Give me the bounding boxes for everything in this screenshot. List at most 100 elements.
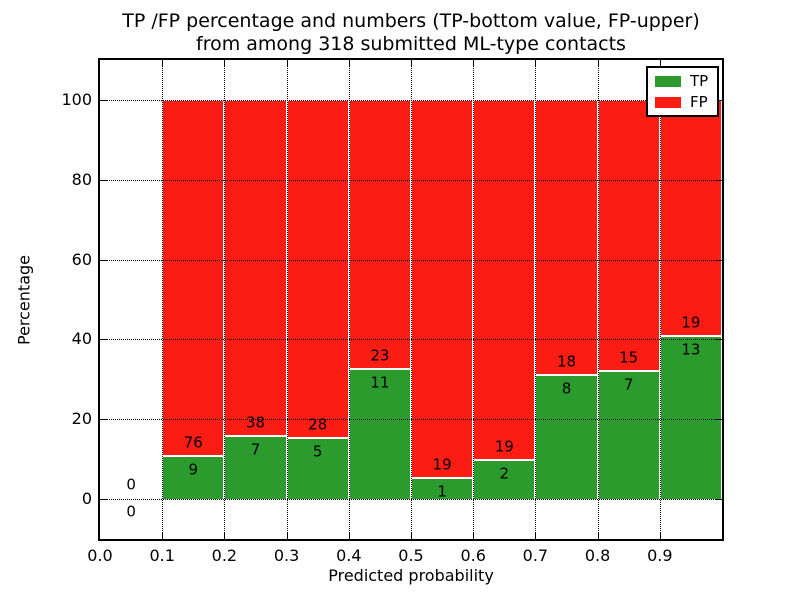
tick-mark-left-80: [100, 179, 107, 181]
gridline-y-20: [100, 419, 722, 421]
tick-mark-bottom-0.8: [597, 532, 599, 539]
bar-fp-segment-6: [474, 99, 535, 462]
x-tick-label-0.7: 0.7: [522, 546, 549, 565]
tick-mark-left-40: [100, 339, 107, 341]
tick-mark-top-0.9: [659, 60, 661, 67]
x-axis-label: Predicted probability: [328, 566, 494, 585]
tick-mark-top-0.7: [535, 60, 537, 67]
bar-tp-segment-7: [536, 376, 597, 500]
tick-mark-right-60: [715, 259, 722, 261]
bar-fp-segment-8: [598, 99, 659, 373]
gridline-x-0.9: [659, 60, 661, 539]
y-tick-label-0: 0: [81, 489, 92, 509]
bar-tp-count-label-3: 5: [312, 442, 323, 461]
bar-tp-segment-6: [474, 461, 535, 500]
legend-swatch-fp: [655, 96, 681, 108]
tick-mark-left-60: [100, 259, 107, 261]
y-tick-label-100: 100: [61, 89, 92, 109]
gridline-x-0.2: [224, 60, 226, 539]
bar-fp-count-label-6: 19: [494, 437, 514, 456]
bar-tp-segment-3: [287, 438, 348, 500]
gridline-x-0.3: [286, 60, 288, 539]
bar-tp-segment-1: [163, 456, 224, 500]
tick-mark-right-80: [715, 179, 722, 181]
tick-mark-top-0.3: [286, 60, 288, 67]
bar-tp-count-label-9: 13: [681, 340, 701, 359]
bar-tp-count-label-5: 1: [437, 482, 447, 501]
bar-tp-count-label-6: 2: [499, 464, 510, 483]
bar-tp-count-label-2: 7: [250, 440, 261, 459]
x-tick-label-0.5: 0.5: [398, 546, 424, 565]
tick-mark-bottom-0.3: [286, 532, 288, 539]
chart-title-line1: TP /FP percentage and numbers (TP-bottom…: [122, 10, 700, 32]
bar-fp-count-label-1: 76: [183, 433, 203, 452]
x-tick-label-0.3: 0.3: [273, 546, 300, 565]
tick-mark-top-0.8: [597, 60, 599, 67]
tick-mark-right-20: [715, 419, 722, 421]
bar-fp-count-label-4: 23: [370, 346, 390, 365]
bar-tp-count-label-8: 7: [623, 375, 634, 394]
gridline-y-60: [100, 259, 722, 261]
tick-mark-bottom-0.4: [348, 532, 350, 539]
x-tick-label-0.4: 0.4: [336, 546, 362, 565]
tick-mark-top-0.6: [473, 60, 475, 67]
tick-mark-top-0.4: [348, 60, 350, 67]
bar-fp-segment-4: [349, 99, 410, 370]
x-tick-label-0.0: 0.0: [87, 546, 113, 565]
bar-tp-count-label-4: 11: [370, 373, 390, 392]
bar-fp-count-label-9: 19: [681, 313, 701, 332]
bar-tp-count-label-1: 9: [188, 460, 199, 479]
x-tick-label-0.2: 0.2: [211, 546, 238, 565]
tick-mark-left-100: [100, 99, 107, 101]
gridline-y-40: [100, 339, 722, 341]
legend-row-tp: TP: [655, 73, 708, 89]
bar-fp-segment-3: [287, 99, 348, 439]
bar-tp-count-label-0: 0: [126, 502, 136, 521]
gridline-y-0: [100, 499, 722, 501]
x-tick-label-0.6: 0.6: [460, 546, 486, 565]
bar-tp-count-label-7: 8: [561, 379, 572, 398]
gridline-y-80: [100, 179, 722, 181]
bar-fp-segment-7: [536, 99, 597, 377]
bar-fp-count-label-5: 19: [432, 455, 452, 474]
tick-mark-right-40: [715, 339, 722, 341]
bar-tp-segment-5: [412, 479, 473, 500]
y-tick-label-80: 80: [71, 169, 92, 189]
bar-fp-segment-1: [163, 99, 224, 457]
tick-mark-bottom-0.9: [659, 532, 661, 539]
legend-swatch-tp: [655, 75, 681, 87]
plot-area: 0 0 76 9 38 7 28 5 23 11 19 1 19 2 18 8 15 7 19 13 0.0 0.1 0.2…: [61, 58, 724, 565]
x-tick-label-0.9: 0.9: [647, 546, 673, 565]
tick-mark-top-0.2: [224, 60, 226, 67]
tick-mark-bottom-0.2: [224, 532, 226, 539]
x-tick-label-0.8: 0.8: [584, 546, 611, 565]
gridline-x-0.4: [348, 60, 350, 539]
tick-mark-left-0: [100, 499, 107, 501]
legend: TP FP: [646, 66, 720, 117]
gridline-x-0.1: [162, 60, 164, 539]
tick-mark-top-0.1: [162, 60, 164, 67]
gridline-x-0.8: [597, 60, 599, 539]
bar-tp-segment-9: [660, 336, 721, 500]
tick-mark-bottom-0.5: [411, 532, 412, 539]
bar-fp-count-label-8: 15: [619, 348, 639, 367]
legend-row-fp: FP: [655, 94, 708, 110]
tick-mark-right-0: [715, 499, 722, 501]
tick-mark-top-0.5: [411, 60, 412, 67]
bar-tp-segment-2: [225, 436, 286, 500]
tick-mark-bottom-0.1: [162, 532, 164, 539]
y-axis-label: Percentage: [14, 254, 34, 346]
bar-tp-segment-8: [598, 372, 659, 500]
chart-title-line2: from among 318 submitted ML-type contact…: [196, 33, 626, 55]
tick-mark-bottom-0.7: [535, 532, 537, 539]
bar-fp-segment-9: [660, 99, 721, 337]
gridline-x-0.5: [411, 60, 412, 539]
chart-title: TP /FP percentage and numbers (TP-bottom…: [100, 10, 722, 56]
x-tick-label-0.1: 0.1: [149, 546, 175, 565]
y-tick-label-20: 20: [71, 409, 92, 429]
gridline-y-100: [100, 99, 722, 101]
bar-fp-count-label-3: 28: [308, 415, 328, 434]
bar-fp-count-label-2: 38: [245, 413, 266, 432]
y-tick-label-60: 60: [71, 249, 92, 269]
